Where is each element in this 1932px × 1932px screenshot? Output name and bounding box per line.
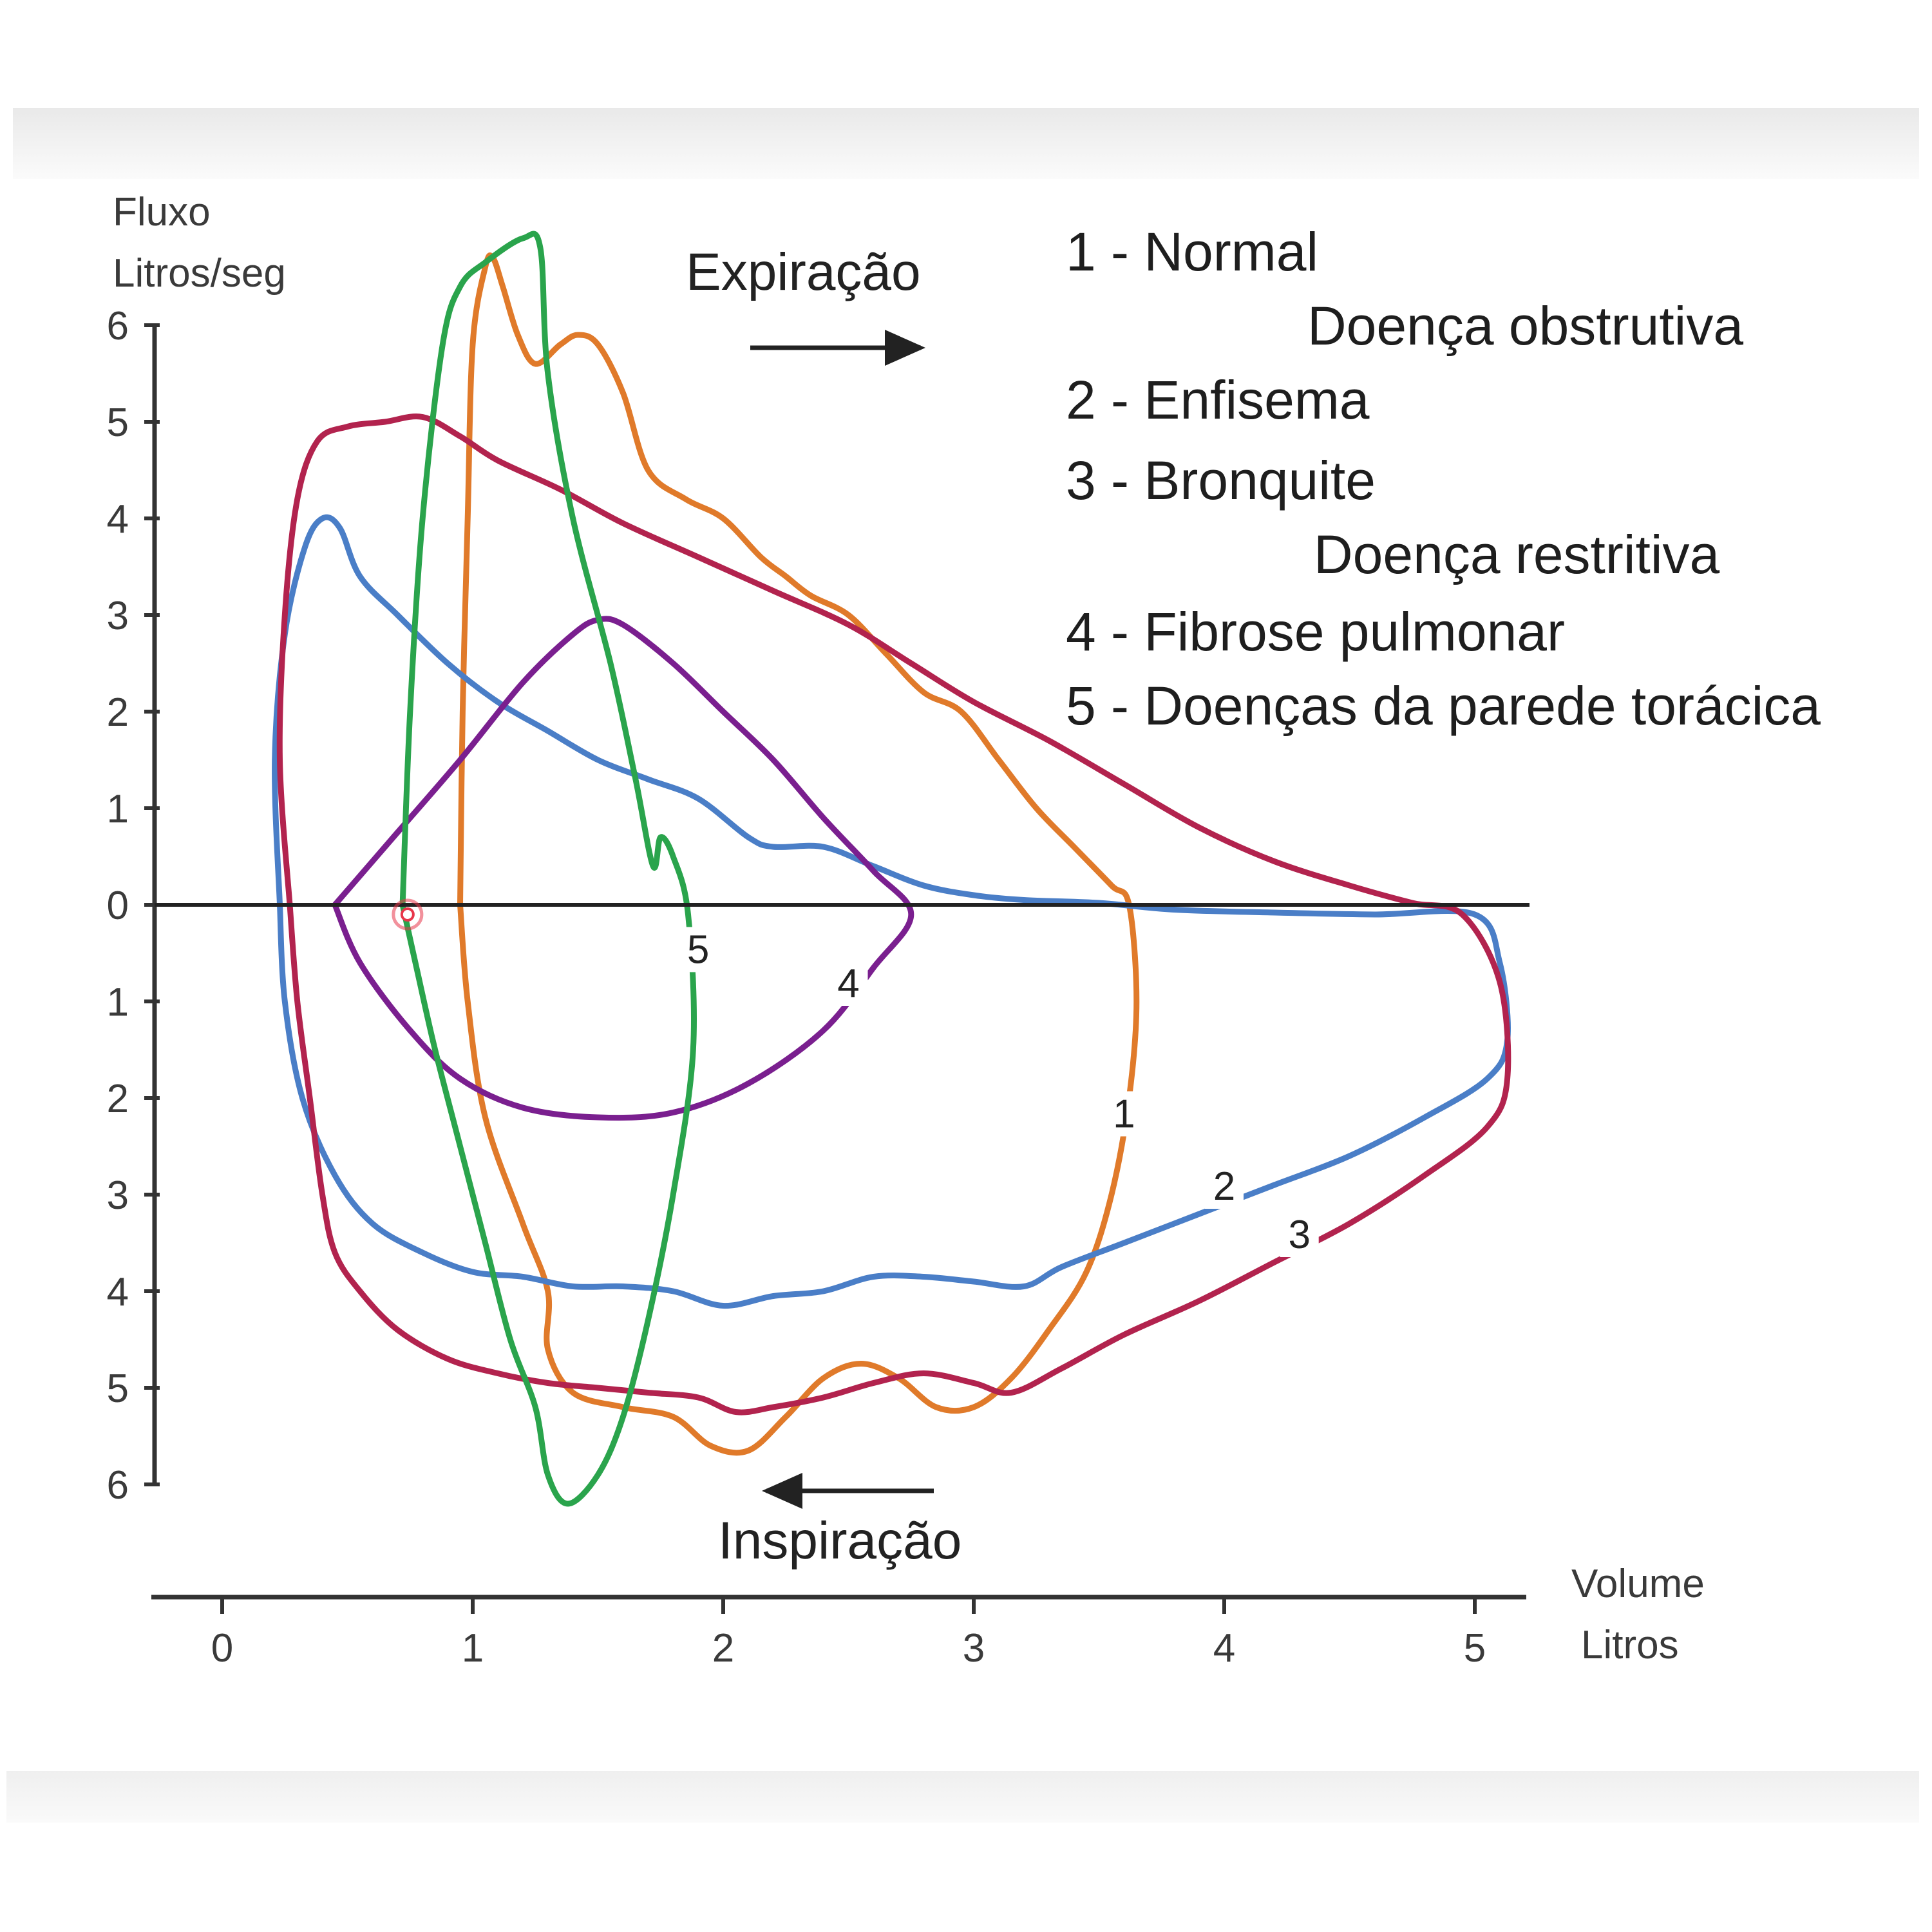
top-shadow-band (13, 108, 1919, 179)
legend-heading: Doença obstrutiva (1307, 296, 1743, 356)
curve-label-2: 2 (1213, 1164, 1235, 1209)
legend: 1 - Normal Doença obstrutiva 2 - Enfisema 3… (1066, 222, 1821, 736)
bottom-shadow-band (6, 1771, 1919, 1823)
legend-item: 5 - Doenças da parede torácica (1066, 676, 1821, 736)
markers-layer (392, 898, 424, 931)
x-tick-label: 5 (1464, 1626, 1486, 1671)
curve-label-bg (1280, 1212, 1319, 1257)
x-tick-label: 3 (963, 1626, 985, 1671)
y-tick-label: 1 (107, 980, 129, 1025)
inspiration-label: Inspiração (718, 1511, 961, 1570)
y-axis-title-line1: Fluxo (113, 190, 211, 234)
x-tick-label: 0 (211, 1626, 233, 1671)
y-tick-label: 3 (107, 594, 129, 638)
y-tick-label: 5 (107, 401, 129, 445)
y-tick-label: 0 (107, 884, 129, 928)
x-axis-title-line2: Litros (1581, 1623, 1679, 1667)
curve-2 (272, 514, 1511, 1309)
x-tick-label: 1 (462, 1626, 484, 1671)
y-tick-label: 5 (107, 1367, 129, 1411)
curve-3 (276, 413, 1511, 1416)
x-tick-label: 2 (712, 1626, 734, 1671)
curve-4 (332, 616, 914, 1121)
legend-heading: Doença restritiva (1314, 524, 1720, 585)
legend-item: 2 - Enfisema (1066, 370, 1370, 430)
curve-5 (399, 231, 697, 1507)
x-tick-label: 4 (1213, 1626, 1235, 1671)
legend-item: 4 - Fibrose pulmonar (1066, 601, 1565, 662)
curves-layer: 1 2 3 4 5 (272, 231, 1511, 1507)
x-axis-title-line1: Volume (1571, 1562, 1705, 1606)
cursor-marker-halo (392, 898, 424, 931)
curve-label-4: 4 (837, 961, 859, 1006)
y-tick-label: 2 (107, 1077, 129, 1121)
curve-label-bg (679, 927, 718, 972)
y-tick-label: 6 (107, 1463, 129, 1508)
curve-label-3: 3 (1288, 1213, 1310, 1257)
cursor-marker (400, 907, 415, 922)
y-tick-label: 4 (107, 497, 129, 542)
y-tick-label: 1 (107, 787, 129, 831)
axes-layer: 6 5 4 3 2 1 0 1 2 3 4 5 6 0 1 2 3 4 5 (107, 304, 1530, 1671)
curve-label-5: 5 (687, 928, 709, 972)
legend-item: 3 - Bronquite (1066, 450, 1376, 511)
curve-1 (457, 252, 1140, 1456)
y-tick-label: 3 (107, 1173, 129, 1218)
curve-label-bg (1104, 1091, 1144, 1137)
y-tick-label: 2 (107, 690, 129, 735)
curve-label-bg (1205, 1164, 1244, 1209)
curve-label-bg (829, 961, 868, 1006)
y-tick-label: 6 (107, 304, 129, 348)
legend-item: 1 - Normal (1066, 222, 1318, 282)
expiration-label: Expiração (686, 243, 921, 301)
curve-label-1: 1 (1113, 1092, 1135, 1137)
y-axis-title-line2: Litros/seg (113, 251, 286, 296)
y-tick-label: 4 (107, 1270, 129, 1314)
